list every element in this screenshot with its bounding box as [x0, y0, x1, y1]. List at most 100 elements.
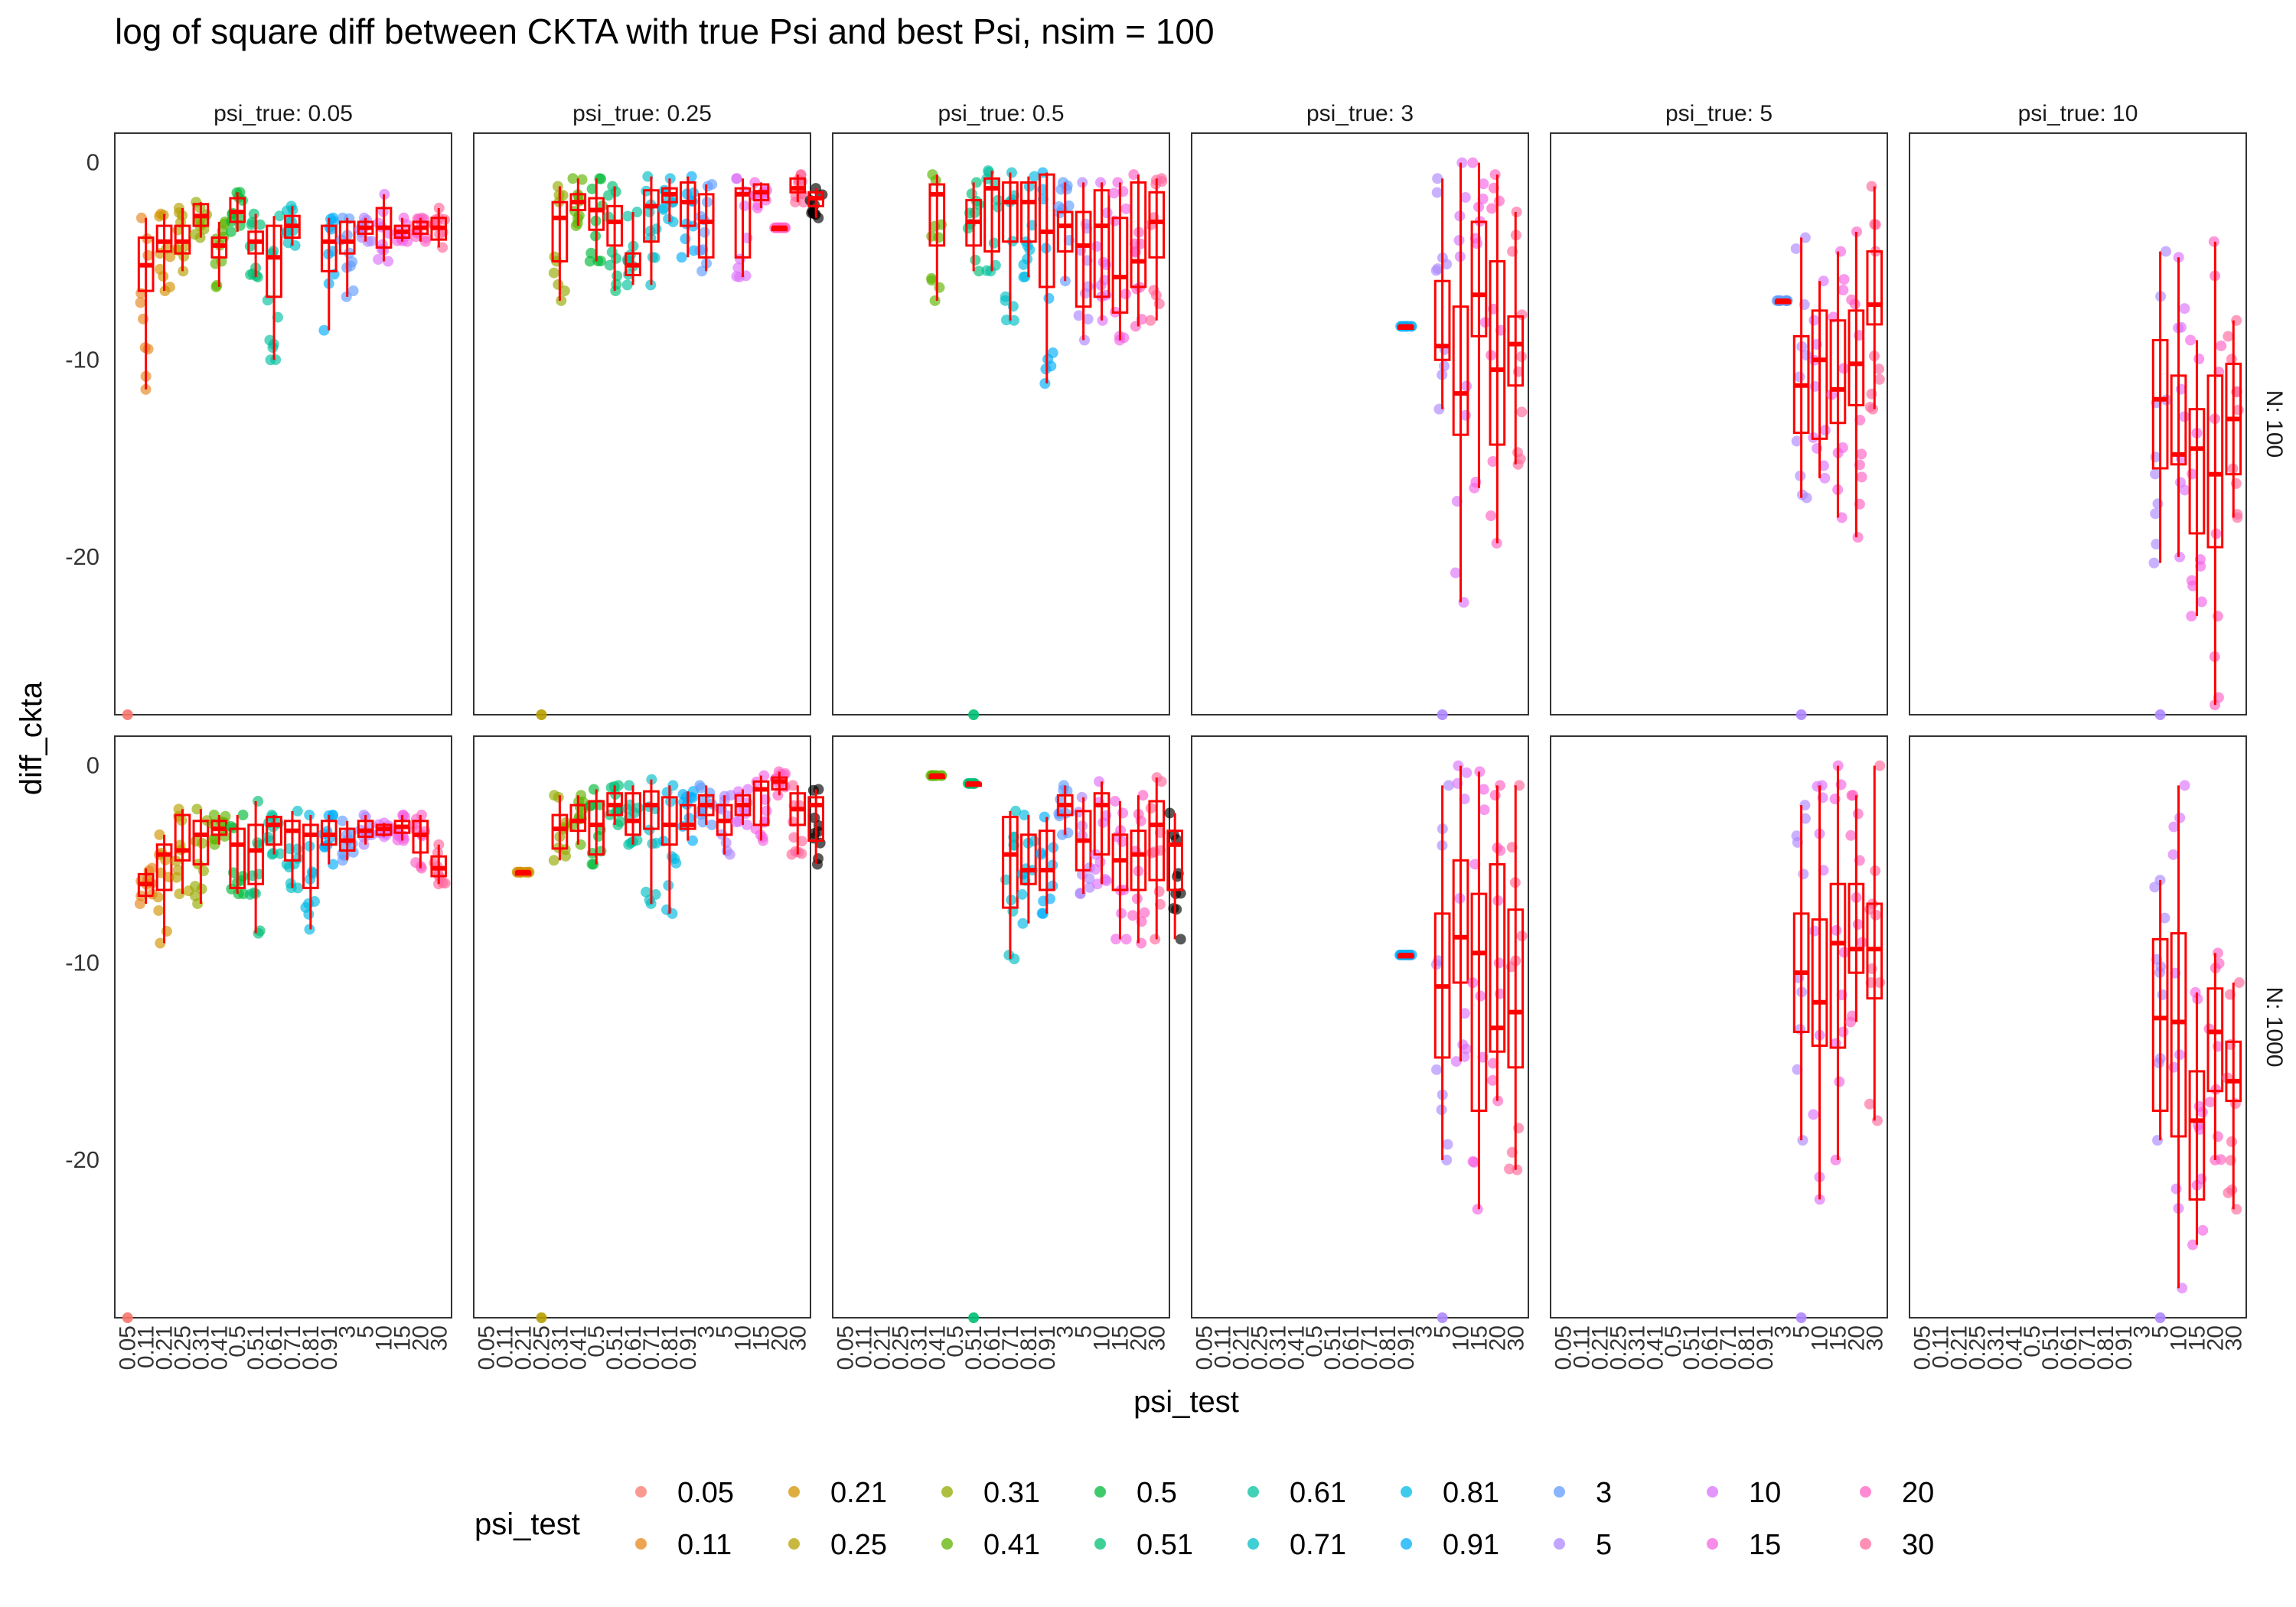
data-point: [930, 295, 941, 306]
data-point: [1461, 1044, 1472, 1054]
data-point: [813, 784, 823, 795]
data-point: [1029, 836, 1039, 846]
data-point: [967, 188, 977, 199]
data-point: [2185, 335, 2196, 346]
legend-label: 0.41: [983, 1529, 1040, 1561]
legend-swatch: [1247, 1538, 1259, 1550]
data-point: [681, 219, 692, 230]
data-point: [757, 832, 768, 843]
data-point: [304, 810, 315, 820]
legend-key: 0.25: [788, 1529, 887, 1562]
data-point: [1853, 532, 1864, 543]
data-point: [927, 275, 938, 285]
y-tick-label: 0: [86, 752, 99, 779]
data-point: [1058, 780, 1069, 790]
legend-key: 10: [1707, 1477, 1781, 1510]
panel-frame: [474, 133, 810, 715]
legend-swatch: [1094, 1538, 1106, 1550]
data-point: [1112, 177, 1123, 187]
data-point: [2161, 246, 2171, 257]
legend-key: 0.21: [788, 1477, 887, 1510]
legend-label: 5: [1596, 1529, 1612, 1561]
data-point: [694, 780, 705, 790]
data-point: [2216, 1154, 2226, 1165]
legend-key: 0.91: [1401, 1529, 1499, 1562]
data-point: [1795, 1024, 1805, 1035]
data-point: [1808, 1109, 1818, 1120]
data-point: [1432, 187, 1443, 198]
data-point: [1146, 803, 1156, 813]
data-point: [1054, 201, 1065, 212]
x-tick-label: 30: [2221, 1325, 2246, 1351]
data-point: [275, 849, 285, 859]
legend-swatch: [1554, 1486, 1565, 1498]
facet-panel: [1192, 736, 1528, 1323]
data-point: [1486, 203, 1497, 214]
facet-panel: [1910, 736, 2246, 1323]
data-point: [2223, 331, 2233, 341]
data-point: [970, 255, 980, 266]
data-point: [292, 806, 303, 817]
y-axis-title: diff_ckta: [15, 681, 48, 795]
data-point: [556, 295, 566, 306]
data-point: [644, 825, 655, 836]
data-point: [1839, 274, 1850, 285]
legend-swatch: [1554, 1538, 1565, 1550]
data-point: [1479, 804, 1490, 815]
legend-label: 0.51: [1137, 1529, 1193, 1561]
data-point: [633, 803, 644, 813]
legend-swatch: [1094, 1486, 1106, 1498]
data-point: [536, 1312, 546, 1323]
data-point: [1856, 448, 1867, 459]
data-point: [1035, 849, 1046, 860]
data-point: [1437, 1312, 1448, 1323]
legend-key: 5: [1554, 1529, 1612, 1562]
legend-label: 10: [1749, 1477, 1781, 1509]
data-point: [1857, 471, 1867, 482]
legend-key: 30: [1860, 1529, 1934, 1562]
data-point: [226, 227, 236, 237]
data-point: [1127, 910, 1138, 921]
data-point: [647, 252, 658, 262]
facet-column-label: psi_true: 10: [2018, 101, 2138, 126]
data-point: [1077, 820, 1088, 831]
data-point: [1442, 1139, 1453, 1149]
legend-key: 0.51: [1094, 1529, 1193, 1562]
x-tick-label: 30: [785, 1325, 810, 1351]
data-point: [235, 187, 246, 197]
data-point: [1443, 780, 1454, 790]
data-point: [731, 271, 742, 282]
legend-swatch: [1860, 1538, 1871, 1550]
y-tick-label: 0: [86, 149, 99, 176]
data-point: [2149, 558, 2160, 569]
legend-label: 20: [1902, 1477, 1934, 1509]
data-point: [1874, 977, 1885, 988]
data-point: [742, 784, 753, 795]
y-tick-label: -20: [65, 543, 99, 570]
data-point: [1454, 235, 1465, 246]
data-point: [1080, 288, 1091, 298]
legend-key: 0.5: [1094, 1477, 1177, 1510]
data-point: [739, 200, 750, 211]
legend-key: 20: [1860, 1477, 1934, 1510]
data-point: [1473, 1204, 1483, 1214]
data-point: [1809, 926, 1820, 937]
legend-label: 0.91: [1443, 1529, 1499, 1561]
legend-key: 15: [1707, 1529, 1781, 1562]
legend-label: 0.21: [830, 1477, 887, 1509]
data-point: [1486, 510, 1496, 521]
data-point: [1120, 204, 1131, 214]
data-point: [348, 285, 359, 296]
legend-label: 0.11: [677, 1529, 732, 1561]
data-point: [963, 223, 974, 233]
legend-swatch: [788, 1538, 800, 1550]
legend-swatch: [635, 1486, 647, 1498]
legend-swatch: [941, 1486, 953, 1498]
data-point: [607, 246, 618, 257]
data-point: [1874, 374, 1885, 385]
legend-label: 0.31: [983, 1477, 1040, 1509]
data-point: [1819, 473, 1830, 484]
data-point: [1857, 937, 1867, 947]
data-point: [1467, 158, 1478, 168]
data-point: [2155, 709, 2166, 720]
